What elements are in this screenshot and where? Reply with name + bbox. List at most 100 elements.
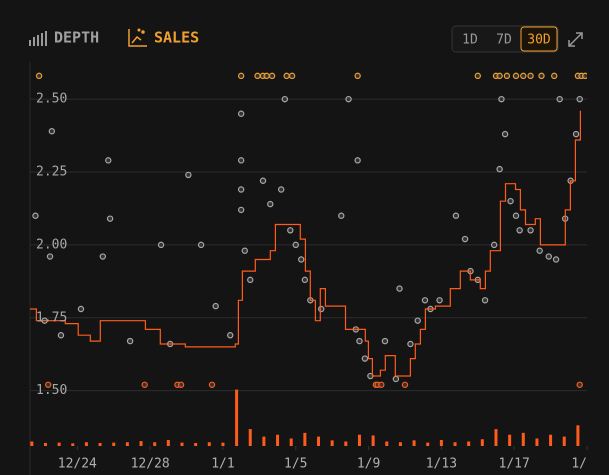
sale-point <box>354 157 361 164</box>
sale-point <box>99 253 107 260</box>
sale-point <box>490 241 498 249</box>
sale-point <box>496 165 503 173</box>
x-tick-label: 1/13 <box>426 457 457 472</box>
sale-point <box>45 381 52 388</box>
volume-bar <box>426 442 430 446</box>
sale-point <box>263 72 270 80</box>
sale-point <box>538 72 545 80</box>
volume-bar <box>439 439 443 446</box>
volume-bar <box>112 442 116 446</box>
volume-bar <box>125 442 129 446</box>
sale-point <box>572 130 580 138</box>
sale-point <box>141 381 148 388</box>
sale-point <box>361 355 369 362</box>
sale-point <box>378 381 385 388</box>
range-selected-box <box>520 26 558 52</box>
sale-point <box>436 297 443 304</box>
sale-point <box>46 253 54 260</box>
sale-point <box>474 72 481 80</box>
sale-point <box>277 186 285 193</box>
volume-bar <box>412 440 416 446</box>
sale-point <box>157 241 165 249</box>
depth-tab[interactable]: DEPTH <box>54 29 99 47</box>
sales-tab[interactable]: SALES <box>154 29 199 47</box>
y-tick-label: 1.50 <box>36 383 67 398</box>
range-button[interactable]: 7D <box>496 33 512 48</box>
sale-point <box>259 177 267 184</box>
volume-bar <box>43 442 47 446</box>
sale-point <box>208 381 216 388</box>
range-button[interactable]: 1D <box>462 33 478 48</box>
sale-point <box>288 72 296 80</box>
sale-point <box>507 197 514 205</box>
sale-point <box>35 72 43 80</box>
sale-point <box>106 215 114 222</box>
volume-bar <box>357 434 361 446</box>
volume-bar <box>521 432 525 446</box>
sale-point <box>237 72 245 80</box>
sale-point <box>527 72 534 80</box>
sale-point <box>247 276 254 284</box>
sale-point <box>551 72 558 80</box>
sale-point <box>227 332 234 339</box>
depth-icon[interactable] <box>29 31 47 46</box>
sale-point <box>241 247 248 254</box>
volume-bar <box>235 389 239 446</box>
volume-bar <box>98 442 102 446</box>
sale-point <box>237 110 245 117</box>
y-tick-label: 2.50 <box>36 92 67 107</box>
volume-bar <box>371 435 375 446</box>
volume-bar <box>303 432 307 446</box>
sale-point <box>581 72 587 80</box>
range-button[interactable]: 30D <box>527 33 551 48</box>
sale-point <box>185 171 192 179</box>
volume-bar <box>494 429 498 446</box>
sale-point <box>318 305 325 313</box>
sale-point <box>576 95 583 103</box>
volume-bar <box>467 441 471 446</box>
y-tick-label: 1.75 <box>36 310 67 325</box>
x-tick-label: 1/1 <box>211 457 234 472</box>
y-tick-label: 2.25 <box>36 165 67 180</box>
sale-point <box>421 297 429 304</box>
x-tick-label: 1/ <box>571 457 587 472</box>
sale-point <box>461 235 469 243</box>
volume-bar <box>535 438 539 446</box>
sale-point <box>527 227 534 234</box>
sale-point <box>267 200 274 208</box>
sale-point <box>552 256 560 263</box>
volume-bar <box>30 441 34 446</box>
sale-point <box>401 381 409 388</box>
volume-bar <box>248 429 252 446</box>
sale-point <box>556 95 563 103</box>
sale-point <box>48 128 56 135</box>
volume-bar <box>289 438 293 446</box>
sale-point <box>57 332 65 339</box>
sale-point <box>77 305 85 313</box>
volume-bar <box>139 441 143 446</box>
sale-point <box>197 241 205 249</box>
sale-point <box>287 227 294 234</box>
sales-icon[interactable] <box>128 28 147 47</box>
sale-point <box>354 72 361 80</box>
floor-price-line <box>30 110 581 377</box>
sale-point <box>520 72 527 80</box>
sale-point <box>281 95 289 103</box>
volume-bar <box>153 442 157 446</box>
sale-point <box>536 247 543 254</box>
sale-point <box>212 302 219 310</box>
volume-bar <box>453 442 457 446</box>
volume-bar <box>549 434 553 446</box>
sale-point <box>254 72 261 80</box>
x-tick-label: 1/5 <box>284 457 307 472</box>
sale-point <box>237 186 245 193</box>
volume-bar <box>480 439 484 446</box>
sale-point <box>407 340 414 348</box>
sale-point <box>177 381 185 388</box>
sale-point <box>512 212 520 219</box>
expand-icon[interactable] <box>568 32 583 47</box>
x-tick-label: 12/28 <box>131 457 170 472</box>
volume-bar <box>398 442 402 446</box>
volume-bar <box>194 442 198 446</box>
